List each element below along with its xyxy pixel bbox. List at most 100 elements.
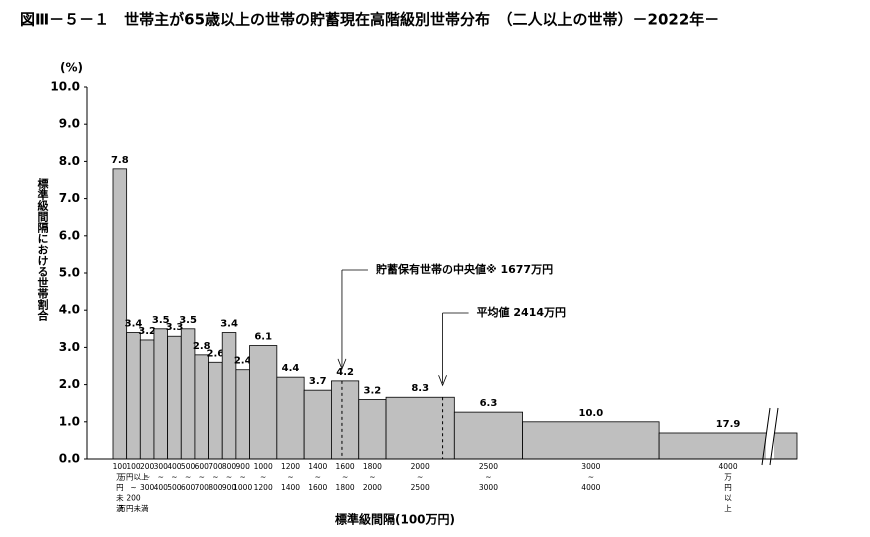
bar xyxy=(331,380,360,460)
x-tick-label: 500 xyxy=(181,462,196,471)
x-tick-label: 3000 xyxy=(581,462,600,471)
bar xyxy=(303,389,332,460)
bar xyxy=(126,332,141,460)
x-tick-label: 1400 xyxy=(308,462,327,471)
bar-label: 10.0 xyxy=(579,408,604,419)
x-tick-label: 500 xyxy=(167,483,182,492)
x-tick-label: 上 xyxy=(724,504,732,513)
bar xyxy=(139,339,155,460)
y-tick-label: 1.0 xyxy=(59,414,80,428)
bar-label: 3.3 xyxy=(166,322,184,333)
x-tick-label: 700 xyxy=(195,483,210,492)
x-tick-label: 700 xyxy=(208,462,223,471)
bar-label: 3.4 xyxy=(125,319,143,330)
bar-label: 3.5 xyxy=(152,315,170,326)
x-tick-label: 1200 xyxy=(254,483,273,492)
bar xyxy=(249,345,278,460)
x-tick-label: 4000 xyxy=(719,462,738,471)
x-tick-label: 1200 xyxy=(281,462,300,471)
x-tick-label: ~ xyxy=(287,473,293,482)
break-mark xyxy=(761,407,771,466)
annotation: 貯蓄保有世帯の中央値※ 1677万円 xyxy=(376,262,553,276)
bar-label: 2.6 xyxy=(207,348,225,359)
bar xyxy=(453,411,523,460)
bar-label: 6.3 xyxy=(480,398,498,409)
x-tick-label: ~ xyxy=(240,473,246,482)
bar-label: 7.8 xyxy=(111,155,129,166)
x-tick-label: 1600 xyxy=(308,483,327,492)
bar xyxy=(658,432,798,460)
x-tick-label: ~ xyxy=(417,473,423,482)
x-tick-label: 200 xyxy=(126,494,141,503)
x-tick-label: 1000 xyxy=(254,462,273,471)
bar xyxy=(221,332,237,460)
bar-label: 4.4 xyxy=(282,363,300,374)
arrow-head xyxy=(438,375,447,387)
x-tick-label: ~ xyxy=(185,473,191,482)
bar xyxy=(167,335,182,460)
x-tick-label: 1800 xyxy=(363,462,382,471)
x-tick-label: ~ xyxy=(485,473,491,482)
bar xyxy=(276,376,305,460)
bar xyxy=(208,361,223,460)
x-tick-label: 400 xyxy=(154,483,169,492)
x-tick-label: 1600 xyxy=(336,462,355,471)
x-tick-label: 300 xyxy=(154,462,169,471)
x-tick-label: 200 xyxy=(140,462,155,471)
x-tick-label: ~ xyxy=(199,473,205,482)
y-tick-label: 7.0 xyxy=(59,191,80,205)
x-tick-label: 2000 xyxy=(363,483,382,492)
bar xyxy=(385,396,455,460)
y-tick-label: 4.0 xyxy=(59,303,80,317)
bar-label: 8.3 xyxy=(411,383,429,394)
bar xyxy=(194,354,209,460)
x-tick-label: 900 xyxy=(222,483,237,492)
x-tick-label: ~ xyxy=(212,473,218,482)
bar xyxy=(112,168,128,460)
bar-label: 4.2 xyxy=(336,367,354,378)
y-unit: (%) xyxy=(60,61,83,75)
bar xyxy=(153,328,169,460)
break-mark xyxy=(769,407,779,466)
bar-label: 2.8 xyxy=(193,341,211,352)
bar xyxy=(522,421,660,460)
bar-label: 3.7 xyxy=(309,376,327,387)
x-tick-label: 万 xyxy=(116,473,124,482)
x-tick-label: ~ xyxy=(260,473,266,482)
x-tick-label: ~ xyxy=(369,473,375,482)
break-gap xyxy=(766,405,774,463)
x-tick-label: ~ xyxy=(342,473,348,482)
x-tick-label: 万 xyxy=(724,473,732,482)
x-tick-label: 満 xyxy=(116,504,124,513)
bar-label: 3.2 xyxy=(138,326,156,337)
y-tick-label: 10.0 xyxy=(50,80,80,94)
x-tick-label: 800 xyxy=(222,462,237,471)
annotation: 平均値 2414万円 xyxy=(477,305,566,319)
y-axis-label: 標準級間隔における世帯割合 xyxy=(36,177,49,322)
x-tick-label: 円 xyxy=(116,483,124,492)
x-tick-label: 2000 xyxy=(411,462,430,471)
x-tick-label: ~ xyxy=(226,473,232,482)
x-axis-label: 標準級間隔(100万円) xyxy=(335,512,455,527)
bar xyxy=(235,369,250,460)
x-tick-label: 1000 xyxy=(233,483,252,492)
x-tick-label: 600 xyxy=(181,483,196,492)
x-tick-label: 4000 xyxy=(581,483,600,492)
x-tick-label: 100 xyxy=(126,462,141,471)
x-tick-label: 800 xyxy=(208,483,223,492)
y-tick-label: 2.0 xyxy=(59,377,80,391)
x-tick-label: ~ xyxy=(315,473,321,482)
x-tick-label: 300 xyxy=(140,483,155,492)
x-tick-label: 万円以上 xyxy=(118,473,148,482)
x-tick-label: 1800 xyxy=(336,483,355,492)
arrow-head xyxy=(337,358,347,370)
x-tick-label: 円 xyxy=(724,483,732,492)
x-tick-label: 3000 xyxy=(479,483,498,492)
x-tick-label: 以 xyxy=(724,494,732,503)
x-tick-label: ~ xyxy=(144,473,150,482)
x-tick-label: 万円未満 xyxy=(118,503,148,513)
x-tick-label: 100 xyxy=(113,462,128,471)
y-tick-label: 6.0 xyxy=(59,228,80,242)
x-tick-label: ~ xyxy=(130,483,136,492)
